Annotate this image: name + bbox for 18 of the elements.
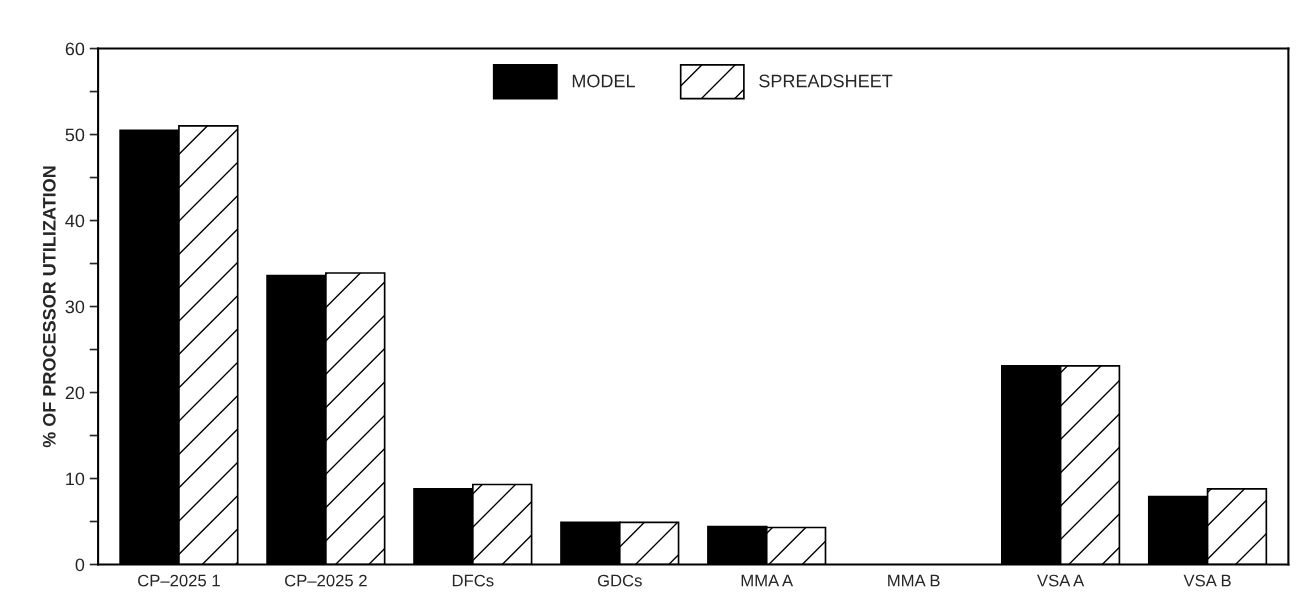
legend-label: SPREADSHEET [759,74,893,88]
x-tick-label: GDCs [597,574,642,587]
y-tick-label: 10 [66,472,85,486]
x-tick-label: CP–2025 2 [285,574,367,587]
y-tick-label: 60 [65,42,85,56]
y-tick-label: 40 [65,214,85,228]
y-tick-label: 0 [75,558,85,572]
y-tick-label: 50 [65,128,85,142]
y-axis-title: % OF PROCESSOR UTILIZATION [42,166,56,448]
x-tick-label: DFCs [452,574,494,587]
x-tick-label: MMA A [741,574,794,587]
y-tick-label: 20 [65,386,85,400]
x-tick-label: VSA B [1183,574,1231,587]
x-tick-label: VSA A [1037,574,1085,587]
x-tick-label: CP–2025 1 [138,574,220,587]
legend-label: MODEL [572,74,635,88]
y-tick-label: 30 [65,300,85,314]
x-tick-label: MMA B [888,574,940,587]
